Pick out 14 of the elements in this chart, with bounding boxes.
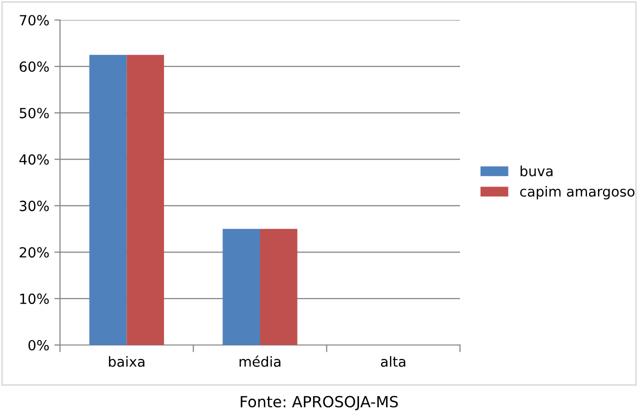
y-tick-label: 60% — [20, 61, 49, 72]
y-tick-label: 10% — [20, 294, 49, 304]
legend-label: capim amargoso — [520, 186, 634, 200]
y-tick-label: 50% — [20, 108, 49, 118]
x-tick-label: média — [240, 356, 280, 367]
legend-label: buva — [520, 166, 552, 176]
x-tick-label: baixa — [108, 356, 144, 367]
y-tick-label: 30% — [20, 200, 49, 212]
y-tick-label: 0% — [28, 340, 49, 350]
y-tick-label: 70% — [20, 14, 49, 26]
x-tick-label: alta — [381, 356, 406, 367]
source-note: Fonte: APROSOJA-MS — [240, 396, 398, 410]
y-tick-label: 40% — [19, 154, 49, 165]
y-tick-label: 20% — [20, 247, 49, 258]
